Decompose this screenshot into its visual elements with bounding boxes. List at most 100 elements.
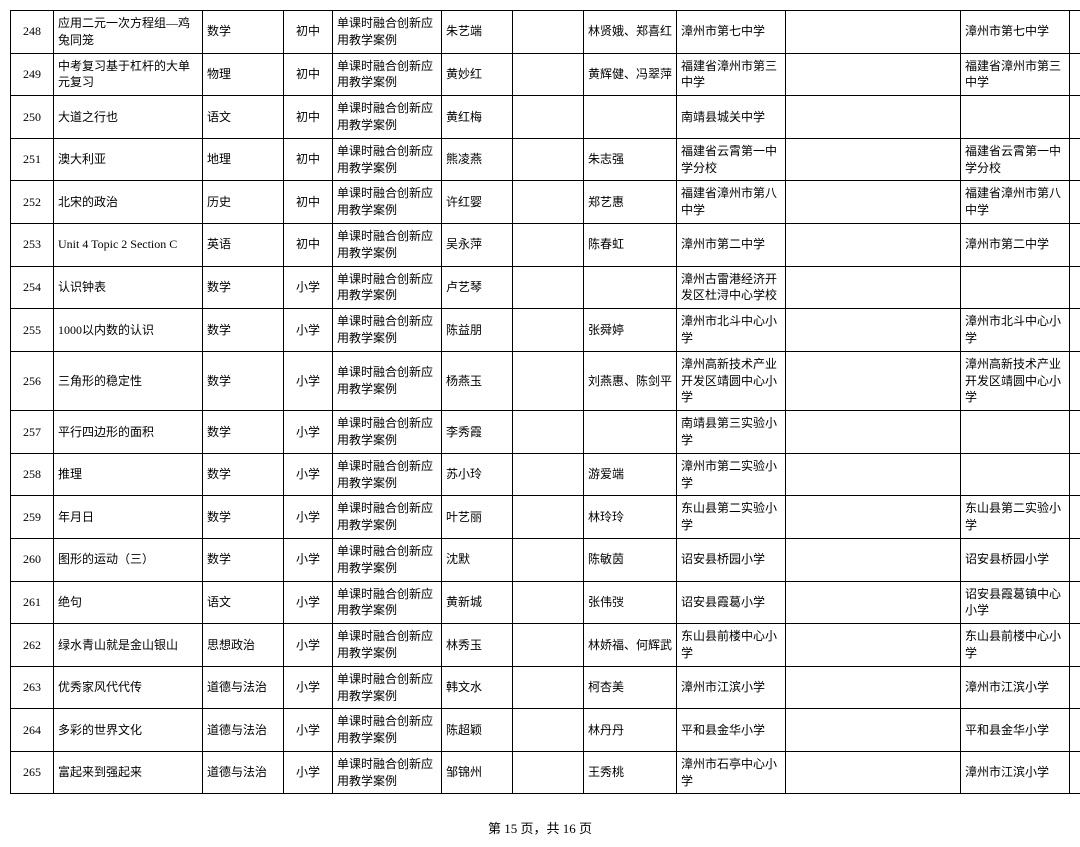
cell: 漳州市石亭中心小学 (677, 751, 786, 794)
cell (786, 453, 961, 496)
cell: 小学 (284, 266, 333, 309)
cell: 单课时融合创新应用教学案例 (333, 453, 442, 496)
cell: 单课时融合创新应用教学案例 (333, 53, 442, 96)
cell: 东山县前楼中心小学 (677, 624, 786, 667)
cell: 语文 (203, 581, 284, 624)
cell: 地理 (203, 138, 284, 181)
cell (786, 181, 961, 224)
cell: 251 (11, 138, 54, 181)
cell (584, 411, 677, 454)
cell (513, 709, 584, 752)
cell: 小学 (284, 709, 333, 752)
cell: 小学 (284, 624, 333, 667)
cell: 数学 (203, 453, 284, 496)
cell: 260 (11, 538, 54, 581)
cell: 林娇福、何辉武 (584, 624, 677, 667)
cell: 东山县第二实验小学 (961, 496, 1070, 539)
cell: 绿水青山就是金山银山 (54, 624, 203, 667)
cell: 小学 (284, 411, 333, 454)
cell (513, 496, 584, 539)
cell: 1000以内数的认识 (54, 309, 203, 352)
cell: 陈超颖 (442, 709, 513, 752)
cell: 单课时融合创新应用教学案例 (333, 11, 442, 54)
table-row: 252北宋的政治历史初中单课时融合创新应用教学案例许红婴郑艺惠福建省漳州市第八中… (11, 181, 1080, 224)
cell: 252 (11, 181, 54, 224)
cell (961, 453, 1070, 496)
cell: 漳州市第二中学 (961, 223, 1070, 266)
cell: 单课时融合创新应用教学案例 (333, 666, 442, 709)
cell: 三等奖 (1070, 351, 1080, 410)
cell: 单课时融合创新应用教学案例 (333, 138, 442, 181)
cell (513, 138, 584, 181)
cell: 三等奖 (1070, 624, 1080, 667)
cell (786, 96, 961, 139)
cell: 三等奖 (1070, 538, 1080, 581)
table-row: 254认识钟表数学小学单课时融合创新应用教学案例卢艺琴漳州古雷港经济开发区杜浔中… (11, 266, 1080, 309)
cell (786, 751, 961, 794)
cell: 初中 (284, 138, 333, 181)
cell: 单课时融合创新应用教学案例 (333, 411, 442, 454)
cell: 数学 (203, 411, 284, 454)
cell (584, 266, 677, 309)
cell: 北宋的政治 (54, 181, 203, 224)
cell: 推理 (54, 453, 203, 496)
table-row: 263优秀家风代代传道德与法治小学单课时融合创新应用教学案例韩文水柯杏美漳州市江… (11, 666, 1080, 709)
cell: 单课时融合创新应用教学案例 (333, 709, 442, 752)
cell: 三等奖 (1070, 11, 1080, 54)
cell: 258 (11, 453, 54, 496)
cell (513, 581, 584, 624)
cell: 三等奖 (1070, 266, 1080, 309)
cell: 道德与法治 (203, 666, 284, 709)
cell: 杨燕玉 (442, 351, 513, 410)
cell: 249 (11, 53, 54, 96)
cell: 林玲玲 (584, 496, 677, 539)
cell: 数学 (203, 309, 284, 352)
table-row: 2551000以内数的认识数学小学单课时融合创新应用教学案例陈益朋张舜婷漳州市北… (11, 309, 1080, 352)
cell (786, 411, 961, 454)
cell: 沈默 (442, 538, 513, 581)
cell: 单课时融合创新应用教学案例 (333, 266, 442, 309)
cell: 历史 (203, 181, 284, 224)
cell: 单课时融合创新应用教学案例 (333, 538, 442, 581)
cell: 熊凌燕 (442, 138, 513, 181)
cell: 游爱端 (584, 453, 677, 496)
cell: 语文 (203, 96, 284, 139)
cell: 254 (11, 266, 54, 309)
cell: 漳州高新技术产业开发区靖圆中心小学 (677, 351, 786, 410)
cell (513, 11, 584, 54)
cell: 三等奖 (1070, 181, 1080, 224)
table-row: 256三角形的稳定性数学小学单课时融合创新应用教学案例杨燕玉刘燕惠、陈剑平漳州高… (11, 351, 1080, 410)
cell: 邹锦州 (442, 751, 513, 794)
cell: 朱志强 (584, 138, 677, 181)
cell: 富起来到强起来 (54, 751, 203, 794)
cell: 林秀玉 (442, 624, 513, 667)
cell: 英语 (203, 223, 284, 266)
cell (961, 411, 1070, 454)
cell: 福建省云霄第一中学分校 (677, 138, 786, 181)
cell (786, 138, 961, 181)
cell: 265 (11, 751, 54, 794)
cell: 数学 (203, 11, 284, 54)
cell: 黄辉健、冯翠萍 (584, 53, 677, 96)
cell (786, 53, 961, 96)
cell: 平和县金华小学 (961, 709, 1070, 752)
cell: 单课时融合创新应用教学案例 (333, 351, 442, 410)
cell: 黄妙红 (442, 53, 513, 96)
cell: 单课时融合创新应用教学案例 (333, 751, 442, 794)
cell: 漳州市江滨小学 (961, 666, 1070, 709)
cell: 漳州市北斗中心小学 (961, 309, 1070, 352)
cell (513, 96, 584, 139)
cell: 福建省云霄第一中学分校 (961, 138, 1070, 181)
cell: 单课时融合创新应用教学案例 (333, 496, 442, 539)
cell: 福建省漳州市第三中学 (677, 53, 786, 96)
table-row: 264多彩的世界文化道德与法治小学单课时融合创新应用教学案例陈超颖林丹丹平和县金… (11, 709, 1080, 752)
table-row: 248应用二元一次方程组—鸡兔同笼数学初中单课时融合创新应用教学案例朱艺端林贤娥… (11, 11, 1080, 54)
cell: 三等奖 (1070, 309, 1080, 352)
cell: 259 (11, 496, 54, 539)
cell: 张舜婷 (584, 309, 677, 352)
cell: 263 (11, 666, 54, 709)
cell (786, 709, 961, 752)
cell (513, 538, 584, 581)
cell: 253 (11, 223, 54, 266)
cell (584, 96, 677, 139)
